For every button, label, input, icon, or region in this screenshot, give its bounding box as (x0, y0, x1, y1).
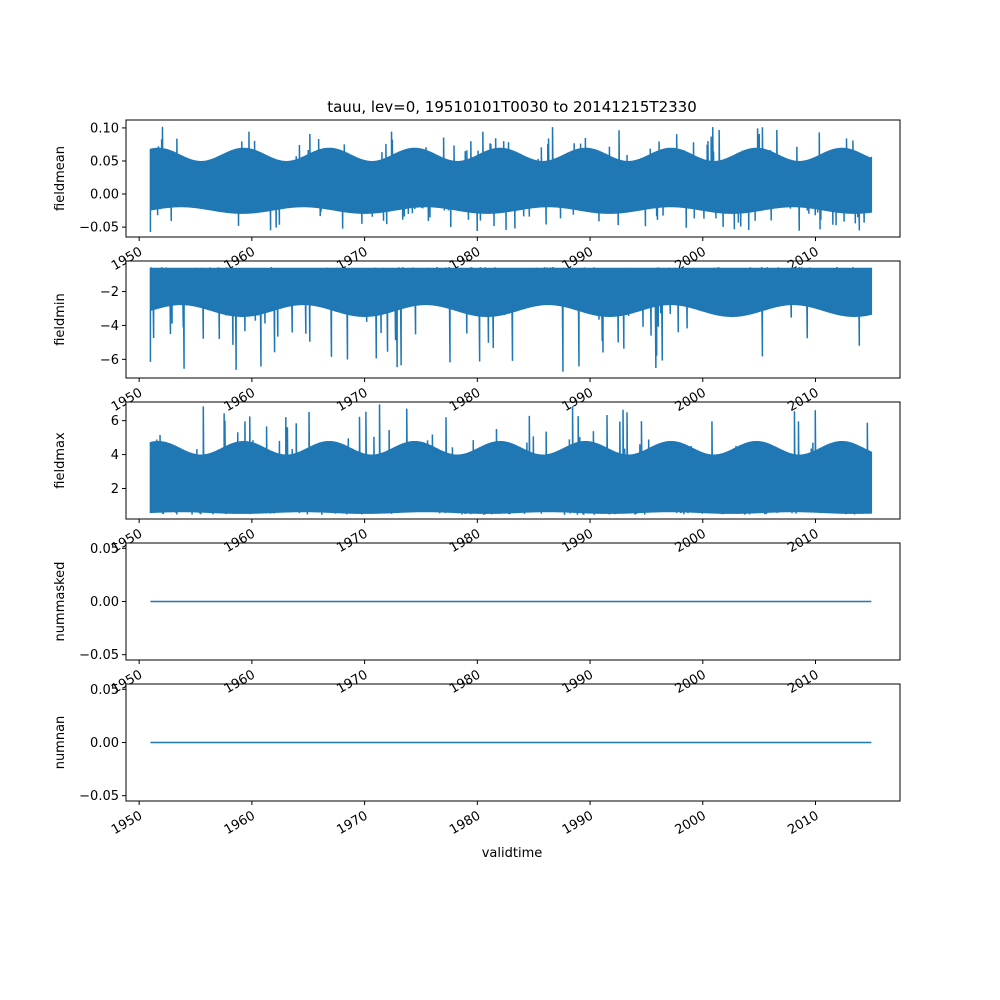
y-tick-label-nummasked: −0.05 (79, 648, 119, 663)
y-tick-label-numnan: −0.05 (79, 789, 119, 804)
axes-frame-fieldmin (125, 260, 901, 379)
y-tick-label-fieldmean: 0.00 (90, 188, 119, 203)
axes-frame-fieldmean (125, 119, 901, 238)
y-tick-label-fieldmax: 6 (111, 414, 119, 429)
y-tick-label-fieldmin: −4 (100, 319, 119, 334)
chart-title: tauu, lev=0, 19510101T0030 to 20141215T2… (327, 98, 697, 116)
y-tick-label-fieldmax: 2 (111, 482, 119, 497)
y-tick-label-fieldmean: −0.05 (79, 221, 119, 236)
y-axis-label-fieldmin: fieldmin (53, 293, 68, 346)
series-line-fieldmin (149, 266, 873, 372)
x-axis-label: validtime (482, 846, 543, 861)
y-tick-label-numnan: 0.05 (90, 683, 119, 698)
y-tick-label-nummasked: 0.00 (90, 595, 119, 610)
y-tick-label-fieldmin: −2 (100, 285, 119, 300)
y-tick-label-fieldmax: 4 (111, 448, 119, 463)
y-tick-label-numnan: 0.00 (90, 736, 119, 751)
series-line-fieldmax (149, 404, 873, 515)
y-axis-label-fieldmax: fieldmax (53, 432, 68, 489)
y-tick-label-nummasked: 0.05 (90, 542, 119, 557)
y-axis-label-numnan: numnan (53, 716, 68, 770)
series-line-fieldmean (149, 126, 873, 233)
y-tick-label-fieldmean: 0.10 (90, 121, 119, 136)
y-tick-label-fieldmin: −6 (100, 353, 119, 368)
y-axis-label-nummasked: nummasked (53, 562, 68, 642)
axes-frame-fieldmax (125, 401, 901, 520)
y-axis-label-fieldmean: fieldmean (53, 146, 68, 211)
y-tick-label-fieldmean: 0.05 (90, 154, 119, 169)
